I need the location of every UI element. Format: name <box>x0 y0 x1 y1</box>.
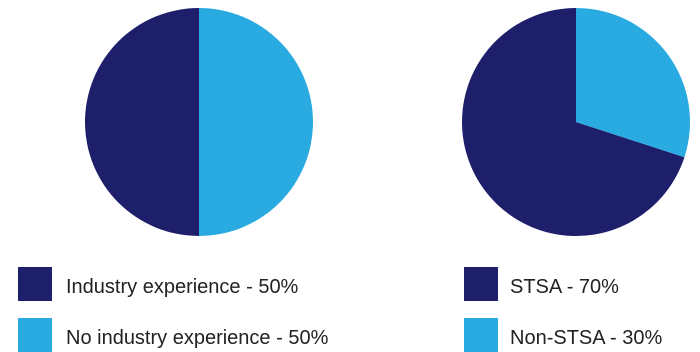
pie-chart-stsa: STSA - 70% Non-STSA - 30% <box>462 8 690 352</box>
legend-label-no-industry-experience: No industry experience - 50% <box>66 327 329 349</box>
pie-slice-industry-experience <box>85 8 199 236</box>
legend-swatch-stsa <box>464 267 498 301</box>
legend-label-industry-experience: Industry experience - 50% <box>66 276 299 298</box>
legend-swatch-non-stsa <box>464 318 498 352</box>
legend-swatch-industry-experience <box>18 267 52 301</box>
legend-swatch-no-industry-experience <box>18 318 52 352</box>
legend: Industry experience - 50% No industry ex… <box>18 267 329 352</box>
pie-slice-no-industry-experience <box>199 8 313 236</box>
pie-slices <box>462 8 690 236</box>
legend-label-stsa: STSA - 70% <box>510 276 619 298</box>
pie-slices <box>85 8 313 236</box>
legend: STSA - 70% Non-STSA - 30% <box>464 267 663 352</box>
pie-slice-stsa <box>462 8 685 236</box>
pie-chart-industry-experience: Industry experience - 50% No industry ex… <box>18 8 329 352</box>
legend-label-non-stsa: Non-STSA - 30% <box>510 327 663 349</box>
pie-slice-non-stsa <box>576 8 690 158</box>
